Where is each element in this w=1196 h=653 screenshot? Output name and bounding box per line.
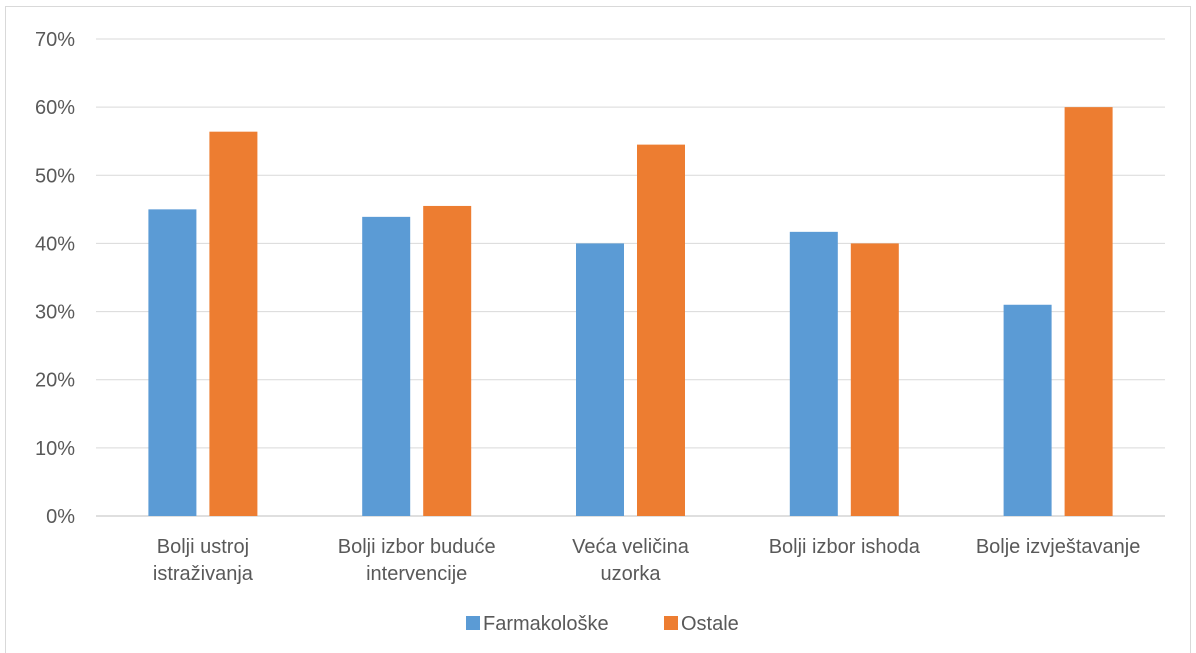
legend-swatch (664, 616, 678, 630)
legend-label: Ostale (681, 613, 739, 635)
bar-ostale (423, 205, 472, 516)
category-label: Veća veličina (572, 536, 690, 558)
bar-farmakoloske (362, 216, 411, 517)
bar-farmakoloske (1003, 304, 1052, 516)
y-tick-label: 30% (35, 302, 75, 324)
y-tick-label: 50% (35, 165, 75, 187)
bar-ostale (850, 243, 899, 516)
bar-ostale (637, 144, 685, 516)
legend-swatch (466, 616, 480, 630)
y-tick-label: 10% (35, 438, 75, 460)
category-label: Bolji ustroj (157, 536, 249, 558)
bar-farmakoloske (576, 243, 624, 516)
y-tick-label: 20% (35, 370, 75, 392)
y-tick-label: 0% (46, 506, 75, 528)
category-label: Bolje izvještavanje (976, 536, 1141, 558)
y-tick-label: 70% (35, 29, 75, 51)
bar-farmakoloske (148, 209, 197, 516)
y-tick-label: 40% (35, 233, 75, 255)
bar-ostale (209, 131, 258, 516)
category-label: istraživanja (153, 563, 254, 585)
category-label: Bolji izbor buduće (338, 536, 496, 558)
category-label: Bolji izbor ishoda (769, 536, 921, 558)
category-label: uzorka (600, 563, 661, 585)
category-label: intervencije (366, 563, 467, 585)
bar-farmakoloske (789, 231, 838, 516)
legend-label: Farmakološke (483, 613, 609, 635)
y-tick-label: 60% (35, 97, 75, 119)
bar-ostale (1064, 107, 1113, 517)
